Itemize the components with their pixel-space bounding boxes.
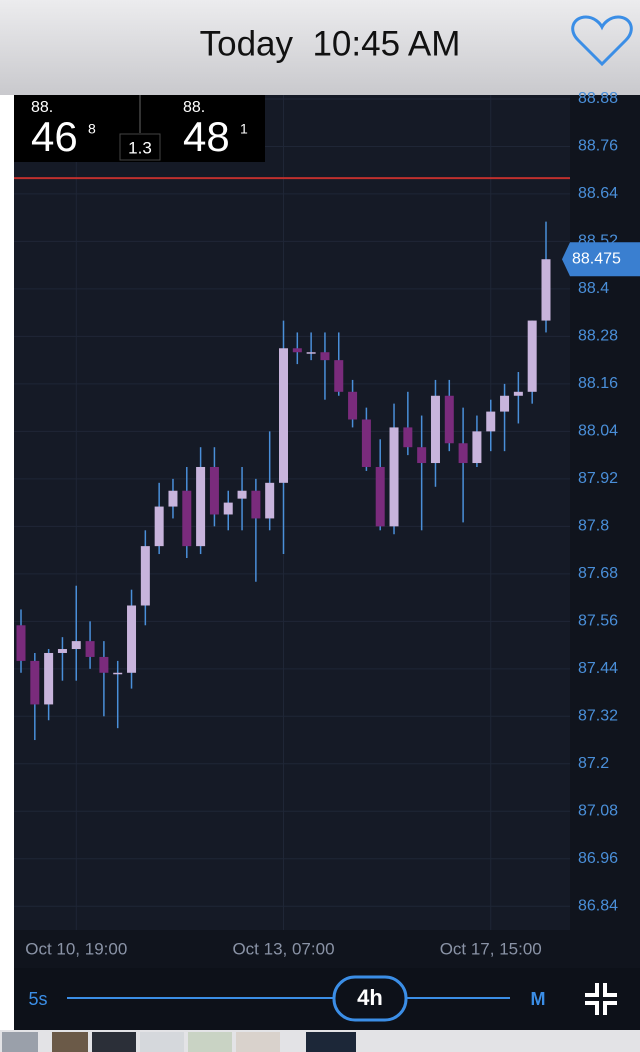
candle-body <box>182 490 192 547</box>
candle-body <box>292 348 302 353</box>
candle-body <box>113 672 123 675</box>
plot-area <box>14 95 570 930</box>
candle-body <box>168 490 178 507</box>
ask-pip: 1 <box>240 121 248 137</box>
candle-body <box>458 443 468 464</box>
collapse-icon[interactable] <box>585 983 617 1015</box>
y-tick-label: 88.04 <box>578 423 618 440</box>
candles <box>16 221 551 741</box>
y-tick-label: 88.4 <box>578 280 609 297</box>
selected-interval: 4h <box>357 985 383 1010</box>
last-price-label: 88.475 <box>572 250 621 267</box>
candle-body <box>348 391 358 420</box>
bid-pip: 8 <box>88 121 96 137</box>
min-interval[interactable]: 5s <box>28 989 47 1009</box>
candle-body <box>472 431 482 464</box>
candle-body <box>16 625 26 661</box>
candle-body <box>527 320 537 392</box>
candle-body <box>127 605 137 673</box>
ask: 48 <box>183 113 230 160</box>
y-tick-label: 87.2 <box>578 755 609 772</box>
slider-thumb[interactable] <box>332 975 408 1022</box>
candle-body <box>417 447 427 464</box>
candle-body <box>361 419 371 467</box>
y-tick-label: 87.8 <box>578 518 609 535</box>
candle-body <box>500 395 510 412</box>
y-tick-label: 87.68 <box>578 565 618 582</box>
grid <box>14 95 570 930</box>
x-tick-label: Oct 13, 07:00 <box>232 939 334 958</box>
spread-box <box>119 133 161 161</box>
top-bar <box>0 0 640 95</box>
left-margin <box>0 95 14 1030</box>
x-tick-label: Oct 17, 15:00 <box>440 939 542 958</box>
candle-body <box>57 649 67 653</box>
candle-body <box>541 259 551 321</box>
candle-body <box>306 352 316 354</box>
bid: 46 <box>31 113 78 160</box>
candle-body <box>71 641 81 650</box>
candle-body <box>279 348 288 483</box>
y-tick-label: 88.76 <box>578 138 618 155</box>
y-tick-label: 87.56 <box>578 613 618 630</box>
y-tick-label: 88.64 <box>578 185 618 202</box>
candle-body <box>403 427 413 448</box>
spread: 1.3 <box>128 138 152 157</box>
y-tick-label: 87.92 <box>578 470 618 487</box>
y-tick-label: 88.28 <box>578 328 618 345</box>
last-price-marker <box>562 242 640 277</box>
candle-body <box>334 360 344 392</box>
candle-body <box>196 466 206 547</box>
x-tick-label: Oct 10, 19:00 <box>25 939 127 958</box>
candle-body <box>237 490 247 499</box>
price-axis <box>570 95 640 930</box>
candle-body <box>320 352 330 361</box>
candle-body <box>223 502 233 515</box>
candle-body <box>30 660 40 705</box>
y-tick-label: 87.08 <box>578 802 618 819</box>
candle-body <box>251 490 261 519</box>
candle-body <box>486 411 496 432</box>
candle-body <box>140 546 150 606</box>
candle-body <box>209 466 219 515</box>
thumbnails <box>2 1032 356 1052</box>
candle-body <box>154 506 164 547</box>
bid-big: 88. <box>31 99 53 116</box>
candle-body <box>44 652 54 705</box>
candle-body <box>375 466 385 527</box>
y-tick-label: 88.88 <box>578 90 618 107</box>
candle-body <box>430 395 440 464</box>
favorite-icon[interactable] <box>571 15 633 67</box>
candle-body <box>265 482 275 519</box>
candle-body <box>85 641 95 657</box>
time-axis <box>14 930 640 968</box>
candle-body <box>99 656 109 673</box>
time-labels: Oct 10, 19:00 Oct 13, 07:00 Oct 17, 15:00 <box>25 939 542 958</box>
y-tick-label: 87.44 <box>578 660 618 677</box>
candle-body <box>389 427 399 527</box>
candle-body <box>444 395 454 444</box>
y-tick-label: 86.96 <box>578 850 618 867</box>
max-interval[interactable]: M <box>531 989 546 1009</box>
y-tick-label: 88.16 <box>578 375 618 392</box>
candle-body <box>513 391 523 396</box>
y-tick-label: 86.84 <box>578 897 618 914</box>
title: Today 10:45 AM <box>200 24 461 63</box>
ask-big: 88. <box>183 99 205 116</box>
y-tick-label: 87.32 <box>578 708 618 725</box>
